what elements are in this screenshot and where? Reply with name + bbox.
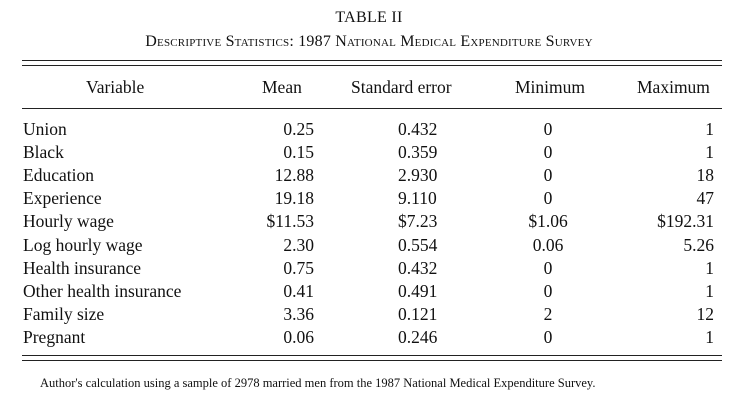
top-rule-lower bbox=[22, 65, 722, 66]
table-row: Health insurance 0.75 0.432 0 1 bbox=[0, 257, 738, 280]
cell-maximum: 1 bbox=[705, 119, 714, 139]
cell-minimum-text: 0 bbox=[543, 165, 553, 186]
top-rule-upper bbox=[22, 60, 722, 61]
cell-standard-error: $7.23 bbox=[398, 211, 438, 232]
cell-mean: 0.75 bbox=[283, 257, 314, 278]
cell-standard-error: 0.246 bbox=[398, 326, 438, 347]
header-variable: Variable bbox=[86, 77, 145, 97]
cell-standard-error: 0.121 bbox=[398, 303, 438, 324]
cell-minimum-text: 0.06 bbox=[532, 234, 564, 255]
cell-standard-error: 0.359 bbox=[398, 142, 438, 163]
header-standard-error: Standard error bbox=[351, 77, 452, 97]
cell-maximum: 5.26 bbox=[683, 234, 714, 255]
cell-mean: 0.25 bbox=[283, 119, 314, 139]
header-mean: Mean bbox=[262, 77, 302, 97]
cell-standard-error: 0.554 bbox=[398, 234, 438, 255]
cell-standard-error: 2.930 bbox=[398, 165, 438, 186]
table-row: Hourly wage $11.53 $7.23 $1.06 $192.31 bbox=[0, 210, 738, 233]
table-row: Experience 19.18 9.110 0 47 bbox=[0, 187, 738, 210]
cell-standard-error: 0.491 bbox=[398, 280, 438, 301]
cell-variable: Education bbox=[23, 165, 94, 186]
header-rule bbox=[22, 108, 722, 109]
table-label: TABLE II bbox=[335, 9, 403, 26]
cell-minimum-text: 0 bbox=[543, 257, 553, 278]
header-minimum: Minimum bbox=[515, 77, 586, 97]
cell-variable: Family size bbox=[23, 303, 105, 324]
cell-variable: Other health insurance bbox=[23, 280, 182, 301]
cell-mean: 0.41 bbox=[283, 280, 314, 301]
cell-mean: $11.53 bbox=[266, 211, 314, 232]
cell-maximum: $192.31 bbox=[657, 211, 714, 232]
table-caption: Descriptive Statistics: 1987 National Me… bbox=[145, 33, 593, 50]
table-row: Black 0.15 0.359 0 1 bbox=[0, 141, 738, 164]
cell-variable: Union bbox=[23, 119, 67, 139]
table-row: Education 12.88 2.930 0 18 bbox=[0, 164, 738, 187]
cell-variable: Health insurance bbox=[23, 257, 142, 278]
cell-maximum: 1 bbox=[705, 280, 714, 301]
cell-variable: Hourly wage bbox=[23, 211, 114, 232]
table-row: Log hourly wage 2.30 0.554 0.06 5.26 bbox=[0, 234, 738, 257]
cell-maximum: 47 bbox=[696, 188, 715, 209]
cell-minimum-text: $1.06 bbox=[528, 211, 568, 232]
cell-minimum-text: 0 bbox=[543, 142, 553, 163]
cell-maximum: 12 bbox=[696, 303, 715, 324]
cell-maximum: 1 bbox=[705, 326, 714, 347]
cell-minimum-text: 0 bbox=[543, 326, 553, 347]
cell-mean: 0.06 bbox=[283, 326, 314, 347]
cell-standard-error: 0.432 bbox=[398, 119, 438, 139]
cell-mean: 19.18 bbox=[274, 188, 314, 209]
table-row: Pregnant 0.06 0.246 0 1 bbox=[0, 326, 738, 349]
cell-minimum-text: 0 bbox=[543, 119, 553, 139]
cell-maximum: 1 bbox=[705, 142, 714, 163]
cell-mean: 3.36 bbox=[283, 303, 314, 324]
cell-standard-error: 0.432 bbox=[398, 257, 438, 278]
cell-variable: Experience bbox=[23, 188, 102, 209]
cell-minimum-text: 2 bbox=[543, 303, 553, 324]
header-maximum: Maximum bbox=[637, 77, 710, 97]
table-row: Union 0.25 0.432 0 1 bbox=[0, 118, 738, 141]
cell-variable: Pregnant bbox=[23, 326, 86, 347]
bottom-rule-lower bbox=[22, 360, 722, 361]
cell-minimum-text: 0 bbox=[543, 188, 553, 209]
cell-variable: Log hourly wage bbox=[23, 234, 143, 255]
table-row: Other health insurance 0.41 0.491 0 1 bbox=[0, 280, 738, 303]
cell-mean: 0.15 bbox=[283, 142, 314, 163]
table-row: Family size 3.36 0.121 2 12 bbox=[0, 303, 738, 326]
table-note: Author's calculation using a sample of 2… bbox=[40, 376, 596, 390]
bottom-rule-upper bbox=[22, 355, 722, 356]
cell-maximum: 1 bbox=[705, 257, 714, 278]
cell-standard-error: 9.110 bbox=[398, 188, 437, 209]
cell-maximum: 18 bbox=[696, 165, 715, 186]
cell-minimum-text: 0 bbox=[543, 280, 553, 301]
table-header-row: Variable Mean Standard error Minimum Max… bbox=[0, 76, 738, 99]
cell-mean: 2.30 bbox=[283, 234, 314, 255]
cell-variable: Black bbox=[23, 142, 64, 163]
cell-mean: 12.88 bbox=[274, 165, 314, 186]
